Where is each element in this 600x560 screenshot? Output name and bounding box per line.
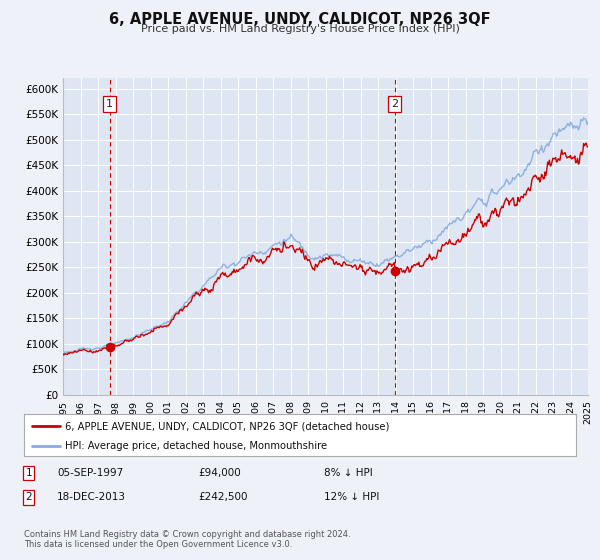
Text: £94,000: £94,000	[198, 468, 241, 478]
Text: £242,500: £242,500	[198, 492, 248, 502]
Text: This data is licensed under the Open Government Licence v3.0.: This data is licensed under the Open Gov…	[24, 540, 292, 549]
Text: 2: 2	[25, 492, 32, 502]
Text: 1: 1	[106, 99, 113, 109]
Text: Price paid vs. HM Land Registry's House Price Index (HPI): Price paid vs. HM Land Registry's House …	[140, 24, 460, 34]
Text: 6, APPLE AVENUE, UNDY, CALDICOT, NP26 3QF (detached house): 6, APPLE AVENUE, UNDY, CALDICOT, NP26 3Q…	[65, 421, 390, 431]
Text: 2: 2	[391, 99, 398, 109]
Text: Contains HM Land Registry data © Crown copyright and database right 2024.: Contains HM Land Registry data © Crown c…	[24, 530, 350, 539]
Text: 8% ↓ HPI: 8% ↓ HPI	[324, 468, 373, 478]
Text: 6, APPLE AVENUE, UNDY, CALDICOT, NP26 3QF: 6, APPLE AVENUE, UNDY, CALDICOT, NP26 3Q…	[109, 12, 491, 27]
Text: 18-DEC-2013: 18-DEC-2013	[57, 492, 126, 502]
Text: 12% ↓ HPI: 12% ↓ HPI	[324, 492, 379, 502]
Text: HPI: Average price, detached house, Monmouthshire: HPI: Average price, detached house, Monm…	[65, 441, 328, 451]
Text: 1: 1	[25, 468, 32, 478]
Text: 05-SEP-1997: 05-SEP-1997	[57, 468, 123, 478]
